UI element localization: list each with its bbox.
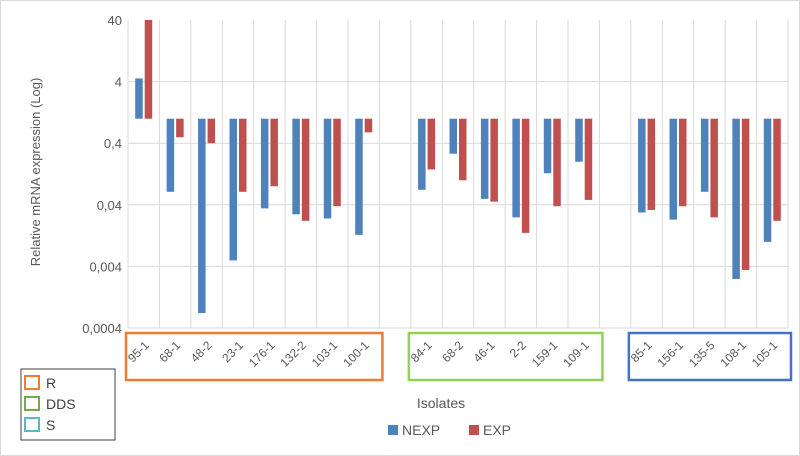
- bar-exp-103-1: [333, 118, 341, 207]
- bar-exp-159-1: [553, 118, 561, 207]
- bar-nexp-103-1: [323, 118, 332, 219]
- group-box-dds: [407, 331, 604, 382]
- bar-exp-176-1: [270, 118, 278, 187]
- bar-exp-95-1: [144, 20, 153, 119]
- bar-nexp-100-1: [355, 118, 363, 235]
- bar-exp-68-2: [459, 118, 467, 181]
- y-tick-label: 0,0004: [82, 321, 122, 336]
- bar-exp-84-1: [427, 118, 436, 170]
- bar-nexp-95-1: [135, 78, 143, 119]
- bar-exp-2-2: [521, 118, 530, 233]
- bar-exp-108-1: [741, 118, 750, 270]
- bar-exp-135-5: [710, 118, 718, 218]
- bar-nexp-23-1: [229, 118, 237, 261]
- bar-nexp-176-1: [260, 118, 269, 209]
- bar-nexp-135-5: [700, 118, 709, 192]
- bar-exp-68-1: [176, 118, 184, 138]
- group-legend-swatch-r: [24, 375, 40, 390]
- group-box-s: [627, 331, 793, 382]
- bar-nexp-46-1: [480, 118, 489, 199]
- bar-exp-100-1: [364, 118, 373, 133]
- y-tick-label: 40: [108, 13, 122, 28]
- bar-exp-85-1: [647, 118, 656, 210]
- group-boxes: [124, 331, 793, 382]
- y-tick-label: 0,004: [89, 259, 122, 274]
- bar-exp-46-1: [490, 118, 498, 202]
- bar-nexp-2-2: [512, 118, 520, 218]
- group-legend-label-s: S: [46, 417, 55, 433]
- gridlines: [127, 20, 789, 329]
- x-axis-title: Isolates: [417, 395, 465, 411]
- legend-label-exp: EXP: [483, 422, 511, 438]
- bar-exp-132-2: [301, 118, 310, 221]
- legend-swatch-exp: [469, 425, 479, 435]
- y-tick-label: 0,04: [97, 198, 122, 213]
- group-legend-swatch-s: [24, 417, 40, 432]
- bar-exp-48-2: [207, 118, 216, 144]
- bar-nexp-85-1: [638, 118, 646, 213]
- bar-nexp-156-1: [669, 118, 677, 220]
- group-legend: R DDS S: [20, 368, 116, 441]
- bar-nexp-132-2: [292, 118, 300, 215]
- bar-nexp-159-1: [543, 118, 552, 174]
- bar-nexp-84-1: [418, 118, 426, 190]
- y-tick-label: 0,4: [104, 136, 122, 151]
- y-tick-label: 4: [115, 75, 122, 90]
- bar-nexp-68-1: [166, 118, 175, 192]
- bar-nexp-68-2: [449, 118, 457, 154]
- series-legend: NEXP EXP: [388, 422, 511, 438]
- group-legend-label-r: R: [46, 375, 56, 391]
- y-tick-labels: 40 4 0,4 0,04 0,004 0,0004: [82, 13, 122, 336]
- bar-nexp-48-2: [198, 118, 206, 314]
- bar-nexp-109-1: [575, 118, 583, 162]
- bar-exp-23-1: [239, 118, 247, 192]
- group-legend-label-dds: DDS: [46, 396, 76, 412]
- bar-nexp-105-1: [763, 118, 772, 242]
- bar-exp-105-1: [773, 118, 781, 221]
- bar-exp-156-1: [679, 118, 687, 207]
- legend-swatch-nexp: [388, 425, 398, 435]
- bar-exp-109-1: [584, 118, 593, 200]
- y-axis-title: Relative mRNA expression (Log): [28, 78, 43, 267]
- group-box-r: [124, 331, 384, 382]
- legend-label-nexp: NEXP: [402, 422, 440, 438]
- bar-nexp-108-1: [732, 118, 740, 279]
- bars: [135, 20, 781, 314]
- group-legend-swatch-dds: [24, 396, 40, 411]
